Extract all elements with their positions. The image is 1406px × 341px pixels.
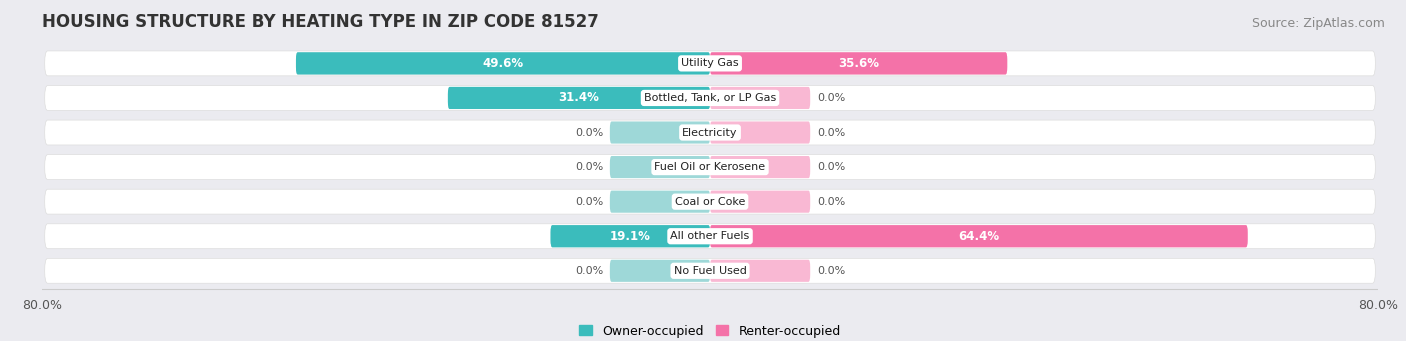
Text: All other Fuels: All other Fuels bbox=[671, 231, 749, 241]
FancyBboxPatch shape bbox=[710, 121, 810, 144]
Text: HOUSING STRUCTURE BY HEATING TYPE IN ZIP CODE 81527: HOUSING STRUCTURE BY HEATING TYPE IN ZIP… bbox=[42, 13, 599, 31]
Text: 0.0%: 0.0% bbox=[575, 162, 603, 172]
Text: 0.0%: 0.0% bbox=[817, 197, 845, 207]
FancyBboxPatch shape bbox=[45, 224, 1375, 249]
Text: 64.4%: 64.4% bbox=[959, 230, 1000, 243]
FancyBboxPatch shape bbox=[45, 155, 1375, 179]
FancyBboxPatch shape bbox=[295, 52, 710, 74]
Text: Electricity: Electricity bbox=[682, 128, 738, 137]
FancyBboxPatch shape bbox=[610, 121, 710, 144]
FancyBboxPatch shape bbox=[710, 225, 1247, 247]
FancyBboxPatch shape bbox=[45, 86, 1375, 110]
FancyBboxPatch shape bbox=[610, 191, 710, 213]
FancyBboxPatch shape bbox=[45, 189, 1375, 214]
FancyBboxPatch shape bbox=[45, 51, 1375, 76]
FancyBboxPatch shape bbox=[295, 52, 710, 74]
Text: 0.0%: 0.0% bbox=[575, 266, 603, 276]
FancyBboxPatch shape bbox=[710, 52, 1007, 74]
FancyBboxPatch shape bbox=[710, 52, 1007, 74]
FancyBboxPatch shape bbox=[710, 87, 810, 109]
Text: No Fuel Used: No Fuel Used bbox=[673, 266, 747, 276]
Legend: Owner-occupied, Renter-occupied: Owner-occupied, Renter-occupied bbox=[575, 320, 845, 341]
Text: Source: ZipAtlas.com: Source: ZipAtlas.com bbox=[1251, 17, 1385, 30]
Text: 19.1%: 19.1% bbox=[610, 230, 651, 243]
FancyBboxPatch shape bbox=[710, 225, 1247, 247]
FancyBboxPatch shape bbox=[449, 87, 710, 109]
Text: Bottled, Tank, or LP Gas: Bottled, Tank, or LP Gas bbox=[644, 93, 776, 103]
Text: 0.0%: 0.0% bbox=[817, 128, 845, 137]
FancyBboxPatch shape bbox=[710, 156, 810, 178]
Text: 0.0%: 0.0% bbox=[817, 266, 845, 276]
FancyBboxPatch shape bbox=[449, 87, 710, 109]
FancyBboxPatch shape bbox=[610, 260, 710, 282]
FancyBboxPatch shape bbox=[610, 156, 710, 178]
Text: 0.0%: 0.0% bbox=[817, 162, 845, 172]
FancyBboxPatch shape bbox=[551, 225, 710, 247]
FancyBboxPatch shape bbox=[710, 191, 810, 213]
Text: Utility Gas: Utility Gas bbox=[682, 58, 738, 69]
FancyBboxPatch shape bbox=[551, 225, 710, 247]
FancyBboxPatch shape bbox=[45, 258, 1375, 283]
Text: Fuel Oil or Kerosene: Fuel Oil or Kerosene bbox=[654, 162, 766, 172]
Text: Coal or Coke: Coal or Coke bbox=[675, 197, 745, 207]
Text: 0.0%: 0.0% bbox=[575, 197, 603, 207]
Text: 0.0%: 0.0% bbox=[817, 93, 845, 103]
FancyBboxPatch shape bbox=[710, 260, 810, 282]
Text: 35.6%: 35.6% bbox=[838, 57, 879, 70]
Text: 0.0%: 0.0% bbox=[575, 128, 603, 137]
Text: 49.6%: 49.6% bbox=[482, 57, 523, 70]
Text: 31.4%: 31.4% bbox=[558, 91, 599, 104]
FancyBboxPatch shape bbox=[45, 120, 1375, 145]
